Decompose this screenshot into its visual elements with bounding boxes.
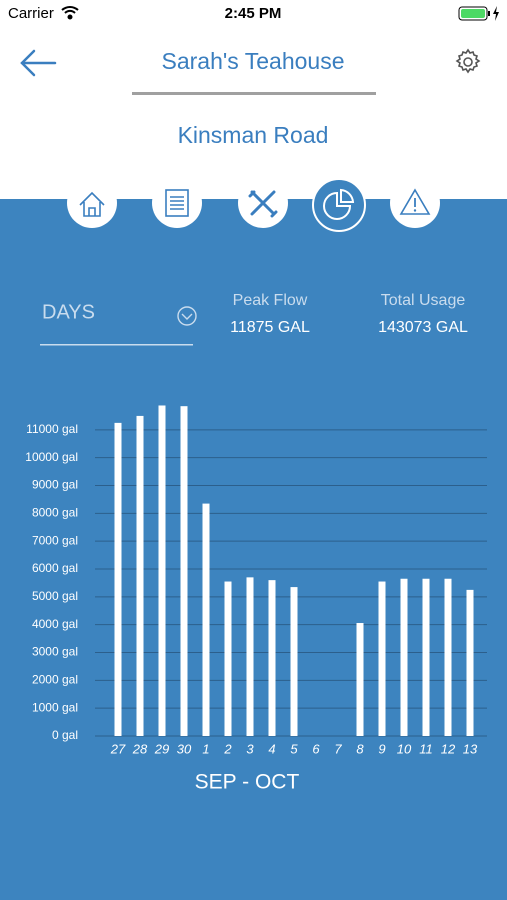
bar <box>268 580 276 736</box>
title-underline <box>132 92 376 95</box>
bar <box>202 503 210 736</box>
y-tick-label: 8000 gal <box>32 506 78 520</box>
x-tick-label: 27 <box>110 741 126 756</box>
y-tick-label: 3000 gal <box>32 645 78 659</box>
bar <box>400 578 408 736</box>
panel-background <box>0 199 507 900</box>
x-tick-label: 6 <box>312 741 320 756</box>
x-tick-label: 5 <box>290 741 298 756</box>
y-tick-label: 0 gal <box>52 728 78 742</box>
y-tick-label: 7000 gal <box>32 533 78 547</box>
bar <box>444 578 452 736</box>
tab-alerts[interactable] <box>390 178 440 228</box>
x-tick-label: 13 <box>463 741 478 756</box>
y-tick-label: 6000 gal <box>32 561 78 575</box>
bar <box>180 406 188 736</box>
bar <box>466 589 474 736</box>
settings-button[interactable] <box>455 48 481 74</box>
y-tick-label: 1000 gal <box>32 700 78 714</box>
bar <box>356 622 364 736</box>
carrier: Carrier <box>8 5 54 22</box>
x-tick-label: 29 <box>154 741 169 756</box>
x-axis-title: SEP - OCT <box>195 771 300 794</box>
x-tick-label: 12 <box>441 741 456 756</box>
clock: 2:45 PM <box>225 5 282 22</box>
bar <box>246 577 254 736</box>
x-tick-label: 28 <box>132 741 148 756</box>
bar <box>136 415 144 736</box>
bar <box>290 587 298 736</box>
tab-reports[interactable] <box>152 178 202 228</box>
y-tick-label: 10000 gal <box>25 450 78 464</box>
wifi-icon <box>61 6 79 20</box>
y-tick-label: 4000 gal <box>32 617 78 631</box>
period-dropdown[interactable]: DAYS <box>40 301 197 346</box>
x-tick-label: 30 <box>177 741 192 756</box>
x-tick-label: 2 <box>223 741 232 756</box>
bar <box>422 578 430 736</box>
bar <box>114 422 122 736</box>
page-title: Sarah's Teahouse <box>162 48 345 74</box>
x-tick-label: 11 <box>419 741 433 756</box>
y-tick-label: 9000 gal <box>32 478 78 492</box>
x-tick-label: 3 <box>246 741 254 756</box>
back-button[interactable] <box>20 49 57 77</box>
peak-flow-value: 11875 GAL <box>230 319 310 336</box>
x-tick-label: 9 <box>378 741 385 756</box>
y-tick-label: 2000 gal <box>32 673 78 687</box>
battery-icon <box>458 6 499 21</box>
tab-tools[interactable] <box>238 178 288 228</box>
y-tick-label: 5000 gal <box>32 589 78 603</box>
x-tick-label: 4 <box>268 741 275 756</box>
bar <box>158 405 166 736</box>
location-name: Kinsman Road <box>178 122 329 148</box>
bar <box>378 581 386 736</box>
x-tick-label: 7 <box>334 741 342 756</box>
x-tick-label: 1 <box>202 741 209 756</box>
total-usage-label: Total Usage <box>381 292 466 309</box>
x-tick-label: 8 <box>356 741 364 756</box>
bar <box>224 581 232 736</box>
tab-home[interactable] <box>67 178 117 228</box>
x-tick-label: 10 <box>397 741 412 756</box>
total-usage-value: 143073 GAL <box>378 319 468 336</box>
y-tick-label: 11000 gal <box>26 422 78 436</box>
period-value: DAYS <box>42 301 95 323</box>
peak-flow-label: Peak Flow <box>233 292 308 309</box>
tab-usage[interactable] <box>312 178 366 232</box>
